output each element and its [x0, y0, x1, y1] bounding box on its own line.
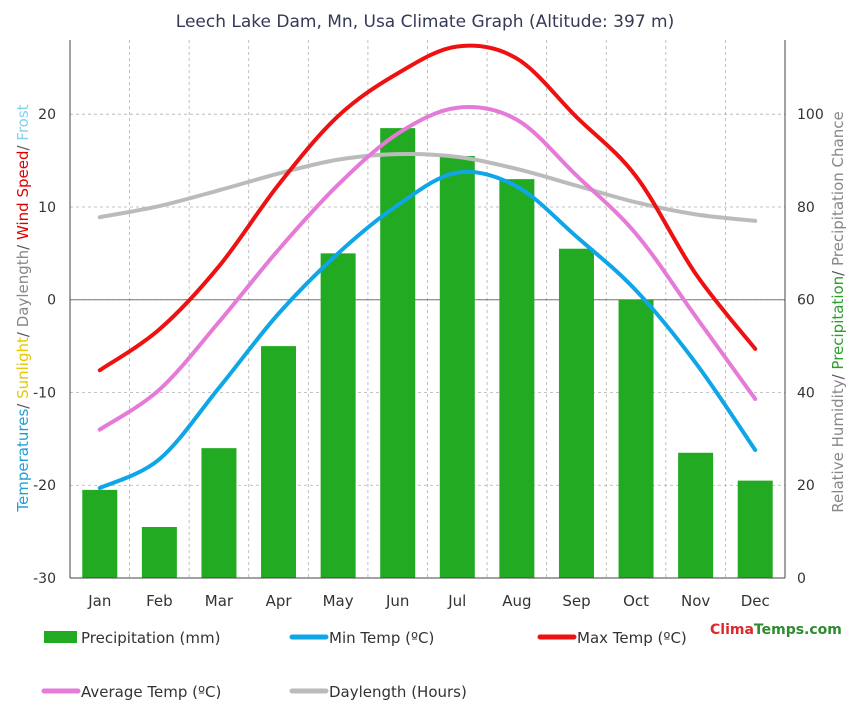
- legend-label: Max Temp (ºC): [577, 629, 687, 647]
- x-tick-label: Jul: [447, 592, 466, 610]
- right-tick-label: 0: [797, 571, 806, 587]
- axis-title-part: Sunlight: [14, 337, 32, 399]
- left-tick-label: -20: [33, 478, 56, 494]
- axis-title-part: /: [829, 370, 847, 380]
- precipitation-bar: [678, 452, 714, 578]
- axis-title-part: Relative Humidity: [829, 379, 847, 512]
- left-tick-label: 20: [38, 107, 56, 123]
- axis-title-part: /: [14, 399, 32, 409]
- precipitation-bar: [261, 346, 297, 578]
- axis-title-part: /: [14, 327, 32, 337]
- legend-label: Daylength (Hours): [329, 683, 467, 701]
- left-tick-label: -10: [33, 385, 56, 401]
- x-tick-label: Nov: [681, 592, 710, 610]
- precipitation-bar: [141, 526, 177, 578]
- lines-layer: [97, 43, 758, 491]
- legend-item: Average Temp (ºC): [41, 683, 221, 701]
- right-axis-title: Relative Humidity/ Precipitation/ Precip…: [829, 111, 847, 512]
- x-tick-label: Dec: [741, 592, 770, 610]
- left-tick-label: -30: [33, 571, 56, 587]
- x-tick-label: Apr: [266, 592, 293, 610]
- x-tick-label: Sep: [562, 592, 590, 610]
- left-tick-label: 0: [47, 293, 56, 309]
- grid-layer: [69, 40, 786, 579]
- axis-title-part: /: [14, 240, 32, 250]
- axis-title-part: Daylength: [14, 250, 32, 327]
- chart-title: Leech Lake Dam, Mn, Usa Climate Graph (A…: [176, 12, 674, 32]
- right-tick-label: 20: [797, 478, 815, 494]
- legend-item: Min Temp (ºC): [289, 629, 434, 647]
- daylength-hours-line: [97, 151, 758, 223]
- x-tick-label: Feb: [146, 592, 173, 610]
- axis-title-part: /: [14, 141, 32, 151]
- x-tick-label: Mar: [205, 592, 234, 610]
- precipitation-bar: [320, 253, 356, 578]
- precipitation-bar: [737, 480, 773, 578]
- precipitation-bar: [201, 448, 237, 578]
- right-tick-label: 80: [797, 200, 815, 216]
- right-tick-label: 60: [797, 293, 815, 309]
- x-tick-label: Aug: [502, 592, 531, 610]
- precipitation-bar: [499, 179, 535, 578]
- left-tick-label: 10: [38, 200, 56, 216]
- legend-swatch: [44, 631, 77, 643]
- max-temp-c-line: [97, 43, 758, 373]
- axis-title-part: Wind Speed: [14, 151, 32, 241]
- min-temp-c-line: [97, 169, 758, 491]
- x-tick-label: Oct: [623, 592, 649, 610]
- precipitation-bar: [618, 299, 654, 578]
- legend: Precipitation (mm) Min Temp (ºC) Max Temp …: [41, 629, 687, 701]
- left-axis-title: Temperatures/ Sunlight/ Daylength/ Wind …: [14, 104, 32, 512]
- brand-part2: Temps.com: [754, 622, 842, 638]
- precipitation-bar: [82, 489, 118, 578]
- brand-part1: Clima: [710, 622, 754, 638]
- average-temp-c-line: [97, 105, 758, 432]
- legend-item: Daylength (Hours): [289, 683, 467, 701]
- axis-title-part: /: [829, 266, 847, 276]
- axis-title-part: Precipitation: [829, 276, 847, 370]
- legend-label: Precipitation (mm): [81, 629, 220, 647]
- legend-item: Max Temp (ºC): [537, 629, 687, 647]
- legend-label: Average Temp (ºC): [81, 683, 221, 701]
- x-tick-label: Jan: [87, 592, 111, 610]
- x-tick-label: Jun: [385, 592, 409, 610]
- legend-item: Precipitation (mm): [44, 629, 220, 647]
- bars-layer: [82, 128, 773, 578]
- axis-title-part: Frost: [14, 104, 32, 140]
- axis-title-part: Temperatures: [14, 409, 32, 513]
- right-tick-label: 40: [797, 385, 815, 401]
- axes-layer: -30 -20 -10 0 10 20 0 20 40 60 80 100 Jan Feb Mar Apr Ma…: [33, 40, 824, 610]
- precipitation-bar: [558, 248, 594, 578]
- brand-logo: ClimaTemps.com: [710, 622, 842, 638]
- x-tick-label: May: [323, 592, 354, 610]
- legend-label: Min Temp (ºC): [329, 629, 434, 647]
- right-tick-label: 100: [797, 107, 824, 123]
- axis-title-part: Precipitation Chance: [829, 111, 847, 266]
- precipitation-bar: [439, 155, 475, 578]
